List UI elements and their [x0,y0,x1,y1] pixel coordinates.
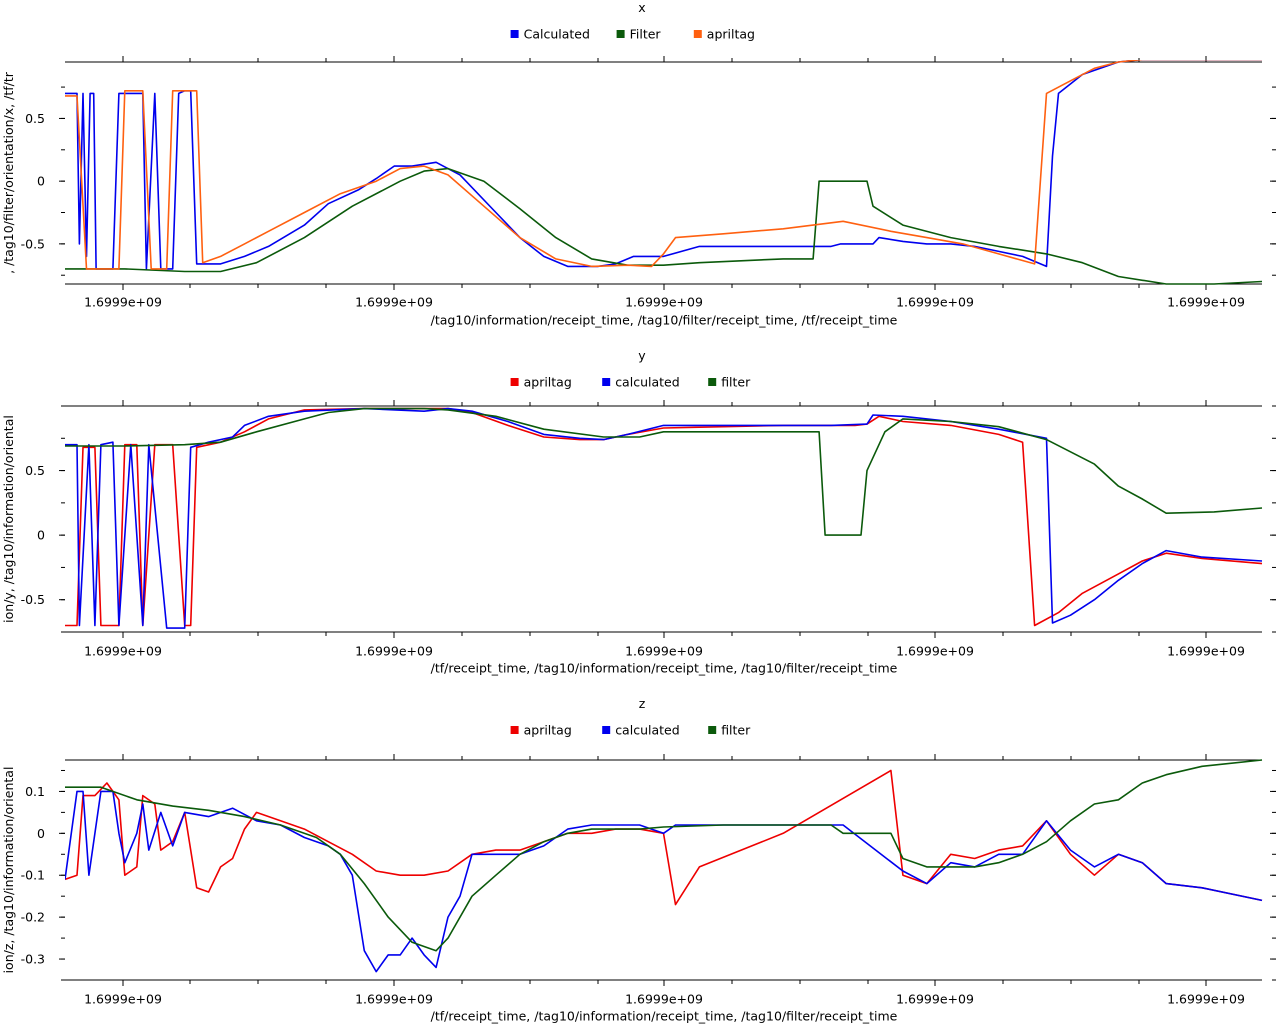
legend-swatch [693,30,702,38]
x-tick-label: 1.6999e+09 [625,992,703,1007]
legend-item-filter: filter [708,375,751,390]
x-tick-label: 1.6999e+09 [1167,992,1245,1007]
y-axis-label: ion/y, /tag10/information/oriental [1,415,16,623]
x-tick-label: 1.6999e+09 [896,644,974,659]
series-line-calculated [65,60,1262,270]
chart-title: z [639,696,646,711]
legend-swatch [708,726,717,734]
legend-label: calculated [615,723,679,738]
series-line-filter [65,759,1263,952]
legend-swatch [510,30,519,38]
series-line-apriltag [65,60,1262,270]
chart-panel-x: x Calculated Filter apriltag 0.5 0 -0.5 1.6999e… [1,0,1276,328]
y-tick-label: -0.2 [21,910,45,925]
y-tick-label: 0.5 [25,463,45,478]
series-line-apriltag [65,407,1263,627]
x-tick-label: 1.6999e+09 [84,295,162,310]
x-axis-label: /tf/receipt_time, /tag10/information/rec… [431,1009,898,1024]
x-tick-label: 1.6999e+09 [84,992,162,1007]
y-tick-label: -0.5 [21,236,45,251]
legend-item-filter: Filter [616,27,662,42]
y-tick-label: -0.1 [21,868,45,883]
chart-panel-z: z apriltag calculated filter 0.1 0 -0.1 -0.2 -0.… [1,696,1276,1024]
y-tick-label: 0.1 [25,784,45,799]
legend-item-calculated: calculated [602,375,680,390]
y-tick-label: 0 [37,528,45,543]
legend-label: apriltag [524,723,572,738]
y-tick-label: 0 [37,174,45,189]
chart-title: x [638,0,645,15]
legend-item-apriltag: apriltag [510,375,572,390]
legend-item-calculated: calculated [602,723,680,738]
y-tick-label: -0.3 [21,952,45,967]
legend-item-calculated: Calculated [510,27,590,42]
y-tick-label: 0.5 [25,111,45,126]
legend-swatch [602,726,611,734]
x-tick-label: 1.6999e+09 [896,295,974,310]
series-line-filter [65,407,1263,536]
y-tick-label: 0 [37,826,45,841]
legend-swatch [602,378,611,386]
x-tick-label: 1.6999e+09 [625,644,703,659]
x-tick-label: 1.6999e+09 [1167,295,1245,310]
x-tick-label: 1.6999e+09 [896,992,974,1007]
x-tick-label: 1.6999e+09 [355,295,433,310]
legend-swatch [510,726,519,734]
y-axis-label: , /tag10/filter/orientation/x, /tf/tr [1,71,16,274]
x-axis-label: /tf/receipt_time, /tag10/information/rec… [431,661,898,676]
legend-label: filter [721,375,751,390]
legend-swatch [616,30,625,38]
series-line-apriltag [65,769,1263,906]
legend-item-apriltag: apriltag [693,27,755,42]
chart-title: y [638,348,646,363]
x-tick-label: 1.6999e+09 [84,644,162,659]
x-tick-label: 1.6999e+09 [625,295,703,310]
legend-label: calculated [615,375,679,390]
x-tick-label: 1.6999e+09 [355,992,433,1007]
legend-item-filter: filter [708,723,751,738]
legend-item-apriltag: apriltag [510,723,572,738]
legend-label: apriltag [707,27,755,42]
x-tick-label: 1.6999e+09 [355,644,433,659]
chart-panel-y: y apriltag calculated filter 0.5 0 -0.5 1.6999e… [1,348,1276,676]
y-axis-label: ion/z, /tag10/information/oriental [1,767,16,974]
y-tick-label: -0.5 [21,592,45,607]
series-line-calculated [65,407,1263,629]
legend-swatch [708,378,717,386]
legend-swatch [510,378,519,386]
legend-label: filter [721,723,751,738]
legend-label: Filter [630,27,662,42]
series-line-calculated [65,790,1263,973]
x-tick-label: 1.6999e+09 [1167,644,1245,659]
legend-label: apriltag [524,375,572,390]
legend-label: Calculated [524,27,590,42]
series-line-filter [65,167,1263,285]
x-axis-label: /tag10/information/receipt_time, /tag10/… [431,313,898,328]
